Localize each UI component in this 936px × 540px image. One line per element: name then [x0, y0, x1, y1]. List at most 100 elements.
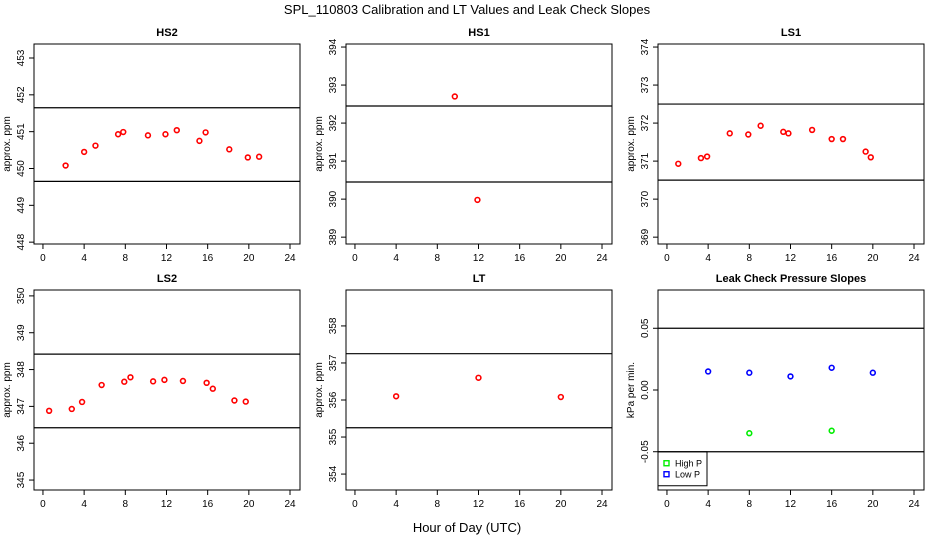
x-tick-label: 12	[473, 253, 485, 264]
y-axis-label: approx. ppm	[314, 116, 325, 172]
data-point	[808, 126, 816, 134]
data-point	[202, 129, 209, 136]
y-tick-label: 449	[16, 197, 27, 214]
x-tick-label: 16	[826, 253, 838, 264]
data-point	[828, 135, 835, 143]
data-point	[62, 162, 69, 169]
x-tick-label: 12	[785, 499, 797, 510]
plot-frame	[33, 43, 301, 245]
x-tick-label: 12	[161, 499, 173, 510]
data-point	[757, 122, 764, 129]
y-tick-label: 374	[640, 38, 651, 55]
data-point	[697, 154, 705, 162]
panel-title: LT	[473, 273, 486, 285]
y-tick-label: 373	[640, 76, 651, 93]
data-point	[475, 374, 482, 381]
y-axis-label: approx. ppm	[626, 116, 637, 172]
data-point	[162, 131, 169, 138]
y-tick-label: 358	[328, 317, 339, 334]
y-axis-label: approx. ppm	[314, 362, 325, 418]
x-tick-label: 16	[202, 253, 214, 264]
panel-title: HS1	[468, 27, 489, 39]
y-tick-label: 0.05	[640, 318, 651, 338]
data-point	[785, 130, 792, 137]
data-point	[244, 154, 252, 161]
y-tick-label: 390	[328, 190, 339, 207]
data-point	[867, 154, 874, 161]
x-tick-label: 4	[705, 253, 711, 264]
x-tick-label: 24	[908, 499, 920, 510]
x-tick-label: 20	[243, 253, 255, 264]
legend-marker	[663, 471, 670, 478]
y-tick-label: 452	[16, 86, 27, 103]
y-tick-label: 356	[328, 391, 339, 408]
y-tick-label: 349	[16, 324, 27, 341]
x-axis-label: Hour of Day (UTC)	[413, 520, 521, 535]
x-tick-label: 8	[435, 253, 441, 264]
data-point	[675, 160, 682, 167]
x-tick-label: 20	[867, 253, 879, 264]
plot-frame	[33, 289, 301, 491]
data-point	[862, 148, 869, 155]
data-point	[703, 153, 711, 160]
data-point	[203, 379, 210, 387]
data-point	[780, 128, 787, 136]
y-tick-label: 354	[328, 465, 339, 482]
y-tick-label: 453	[16, 49, 27, 66]
y-tick-label: 346	[16, 434, 27, 451]
y-tick-label: 0.00	[640, 380, 651, 400]
y-tick-label: 448	[16, 233, 27, 250]
data-point	[828, 364, 835, 371]
y-tick-label: 392	[328, 114, 339, 131]
x-tick-label: 16	[202, 499, 214, 510]
x-tick-label: 12	[473, 499, 485, 510]
x-tick-label: 16	[514, 253, 526, 264]
x-tick-label: 0	[352, 499, 358, 510]
y-tick-label: 451	[16, 123, 27, 140]
figure-title: SPL_110803 Calibration and LT Values and…	[284, 2, 651, 17]
y-tick-label: 394	[328, 38, 339, 55]
data-point	[45, 407, 53, 415]
y-tick-label: 355	[328, 428, 339, 445]
legend-box	[658, 451, 708, 487]
y-tick-label: 348	[16, 361, 27, 378]
x-tick-label: 24	[908, 253, 920, 264]
plot-frame	[345, 43, 613, 245]
y-tick-label: 347	[16, 398, 27, 415]
x-tick-label: 4	[705, 499, 711, 510]
data-point	[746, 430, 753, 437]
x-tick-label: 16	[826, 499, 838, 510]
x-tick-label: 20	[867, 499, 879, 510]
x-tick-label: 4	[81, 499, 87, 510]
data-point	[149, 378, 157, 385]
panel-hs2: HS2 0 4 8 12 16 20 24 448 449 450 451 452 453 approx. …	[2, 27, 301, 264]
data-point	[226, 146, 233, 153]
data-point	[114, 131, 122, 138]
x-tick-label: 8	[123, 253, 129, 264]
data-point	[120, 128, 127, 136]
x-tick-label: 16	[514, 499, 526, 510]
x-tick-label: 0	[352, 253, 358, 264]
data-point	[451, 93, 459, 100]
y-tick-label: 369	[640, 228, 651, 245]
y-axis-label: kPa per min.	[626, 362, 637, 418]
panel-title: LS1	[781, 27, 801, 39]
data-point	[787, 373, 794, 380]
y-tick-label: 345	[16, 471, 27, 488]
panel-leak-check-pressure-slopes: Leak Check Pressure Slopes 0 4 8 12 16 20 24 -0.…	[626, 273, 925, 510]
data-point	[144, 132, 152, 139]
legend-marker	[663, 460, 670, 467]
panel-title: Leak Check Pressure Slopes	[716, 273, 866, 285]
x-tick-label: 0	[664, 253, 670, 264]
y-axis-label: approx. ppm	[2, 116, 13, 172]
data-point	[196, 137, 203, 145]
y-tick-label: -0.05	[640, 440, 651, 463]
data-point	[121, 378, 128, 385]
data-point	[255, 153, 263, 160]
x-tick-label: 20	[555, 253, 567, 264]
y-tick-label: 450	[16, 160, 27, 177]
x-tick-label: 0	[40, 253, 46, 264]
x-tick-label: 8	[747, 499, 753, 510]
panel-hs1: HS1 0 4 8 12 16 20 24 389 390 391 392 393 394 approx. …	[314, 27, 613, 264]
panel-lt: LT 0 4 8 12 16 20 24 354 355 356 357 358 approx. ppm	[314, 273, 613, 510]
